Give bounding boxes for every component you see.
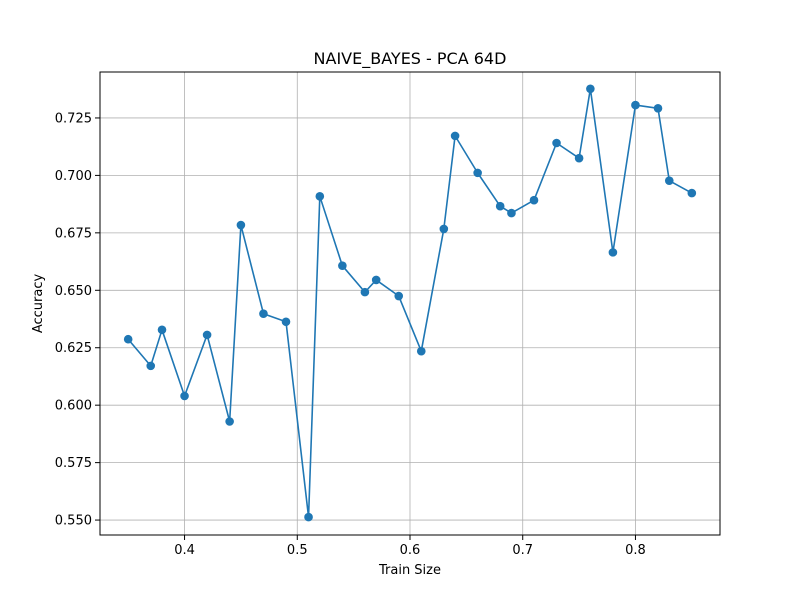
data-point [202, 330, 212, 340]
data-point [653, 104, 663, 113]
data-point [687, 188, 697, 198]
data-point [304, 512, 313, 522]
x-tick-label: 0.5 [287, 543, 308, 558]
data-point [338, 261, 347, 271]
data-point [664, 176, 674, 185]
x-tick-label: 0.6 [400, 543, 421, 558]
data-point [495, 201, 505, 211]
y-axis-label: Accuracy [31, 274, 46, 334]
data-point [123, 334, 133, 344]
series-line [127, 87, 693, 518]
x-tick-label: 0.4 [174, 543, 195, 558]
data-point [507, 208, 516, 218]
y-tick-label: 0.600 [55, 399, 92, 414]
data-point [608, 248, 618, 257]
data-point [360, 287, 370, 297]
data-point [473, 168, 482, 178]
data-point [180, 391, 189, 401]
data-point [236, 220, 246, 230]
data-point [259, 309, 268, 319]
x-tick-label: 0.8 [625, 543, 646, 558]
y-tick-label: 0.650 [55, 284, 92, 299]
chart-title: NAIVE_BAYES - PCA 64D [314, 49, 507, 69]
y-tick-label: 0.575 [55, 456, 92, 471]
data-point [529, 195, 539, 205]
data-point [371, 275, 381, 285]
data-point [631, 100, 640, 110]
data-point [586, 84, 595, 94]
data-point [574, 153, 584, 163]
data-point [552, 138, 561, 148]
y-tick-label: 0.550 [55, 514, 92, 529]
data-point [315, 192, 325, 201]
y-tick-label: 0.700 [55, 169, 92, 184]
data-point [281, 317, 291, 327]
data-point [439, 224, 449, 234]
data-point [146, 361, 156, 371]
x-axis-ticks: 0.4 0.5 0.6 0.7 0.8 [174, 535, 646, 558]
data-point [394, 291, 404, 301]
x-axis-label: Train Size [378, 563, 441, 578]
y-tick-label: 0.725 [55, 111, 92, 126]
y-tick-label: 0.675 [55, 226, 92, 241]
series-layer [123, 84, 697, 522]
y-axis-ticks: 0.550 0.575 0.600 0.625 0.650 0.675 0.700 0.725 [55, 111, 100, 529]
data-point [157, 325, 167, 335]
data-point [416, 346, 426, 356]
y-tick-label: 0.625 [55, 341, 92, 356]
data-point [450, 131, 460, 141]
data-point [225, 417, 234, 426]
x-tick-label: 0.7 [512, 543, 533, 558]
